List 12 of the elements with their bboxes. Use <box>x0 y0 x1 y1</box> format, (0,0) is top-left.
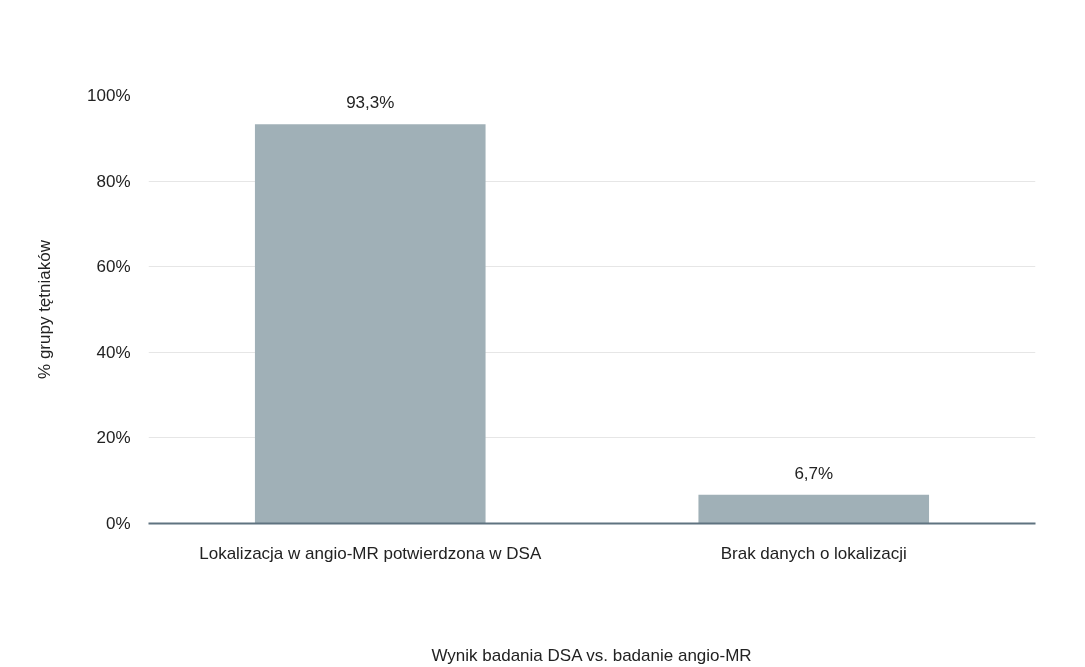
y-tick-label: 40% <box>96 342 131 362</box>
data-label: 93,3% <box>346 93 395 113</box>
y-tick-label: 80% <box>96 171 131 191</box>
y-tick-label: 0% <box>105 514 131 533</box>
x-tick-label: Brak danych o lokalizacji <box>720 543 907 563</box>
y-tick-label: 60% <box>96 257 131 277</box>
y-axis-title: % grupy tętniaków <box>35 239 55 379</box>
y-tick-label: 20% <box>96 428 131 448</box>
x-axis-title: Wynik badania DSA vs. badanie angio-MR <box>431 645 752 665</box>
data-label: 6,7% <box>794 463 834 483</box>
y-tick-label: 100% <box>87 86 131 105</box>
x-tick-label: Lokalizacja w angio-MR potwierdzona w DSA <box>199 543 542 563</box>
